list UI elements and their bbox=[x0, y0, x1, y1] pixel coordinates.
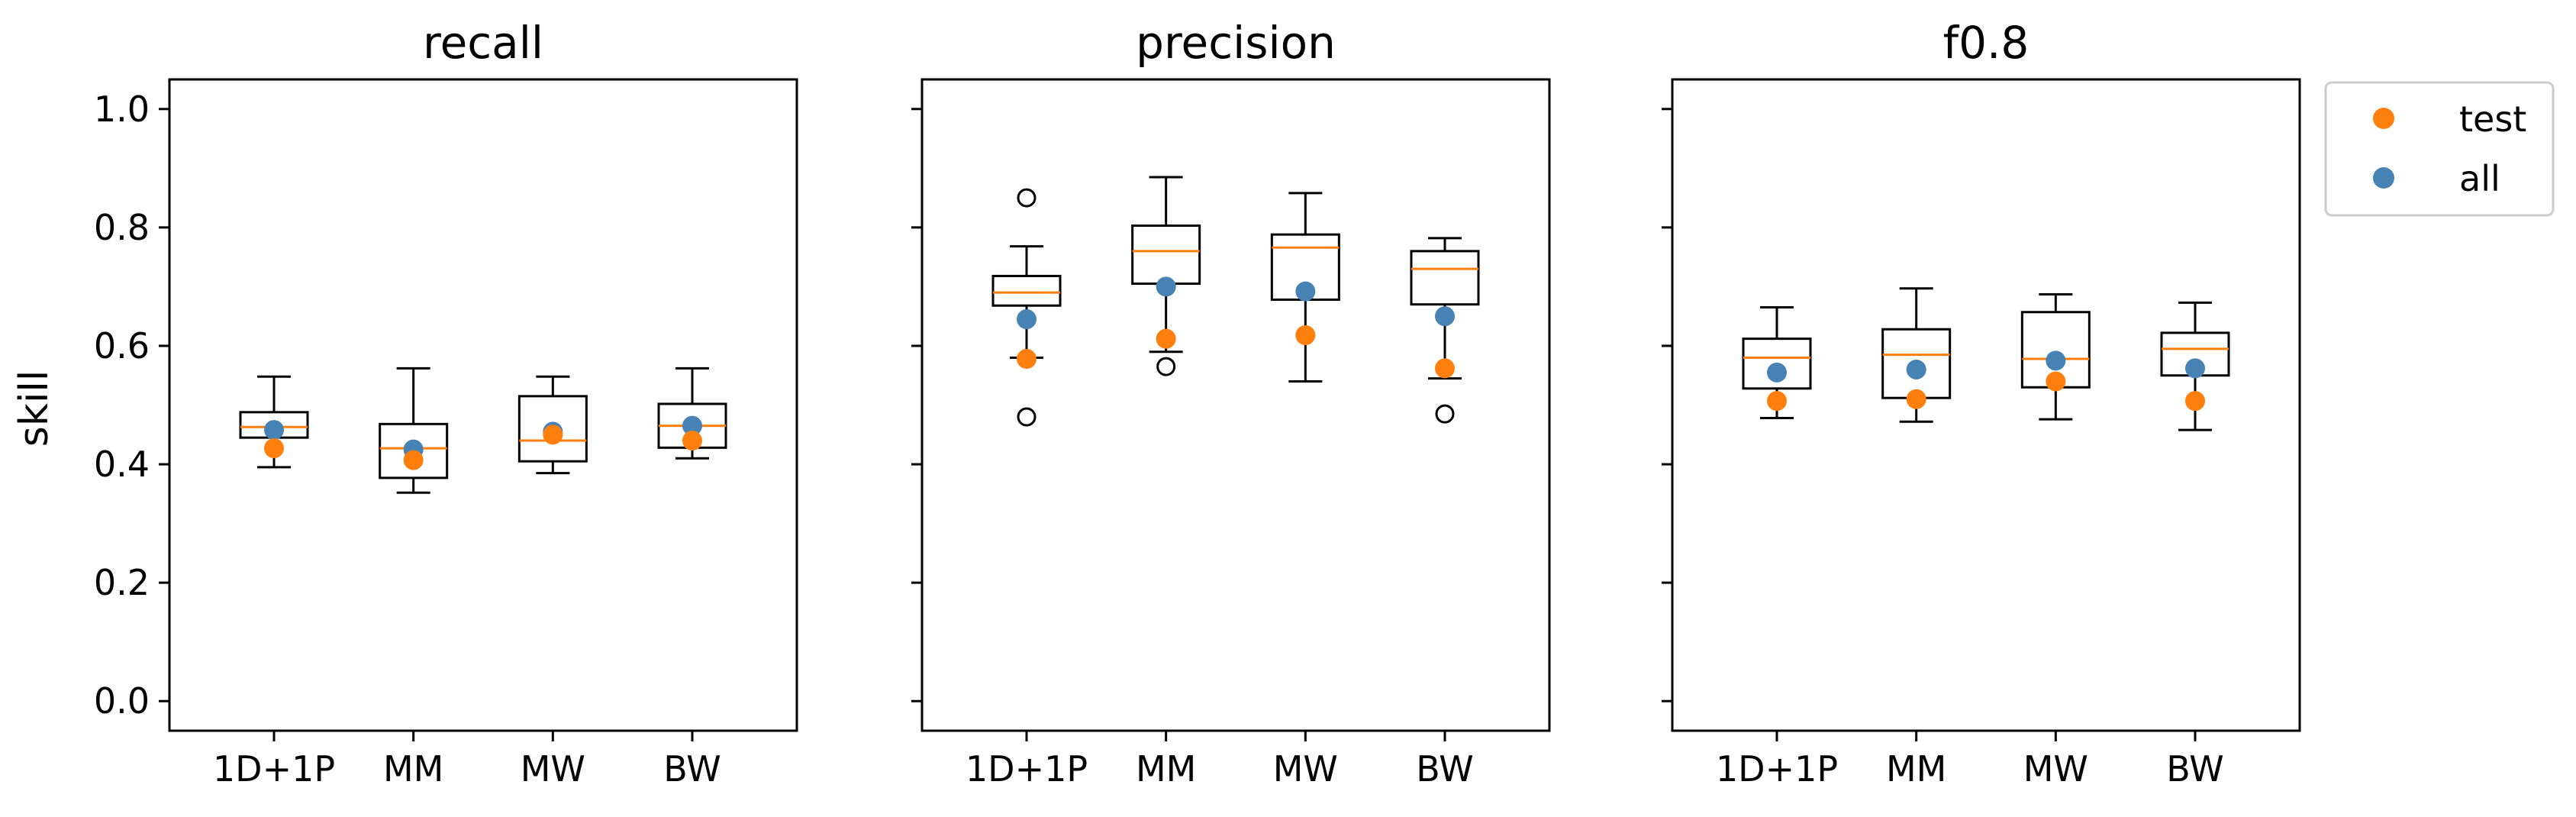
iqr-box bbox=[1131, 224, 1201, 286]
panel-2: precision 1D+1P MM MW BW bbox=[911, 17, 1551, 790]
y-tick-label: 0.0 bbox=[94, 680, 150, 722]
box-group: BW bbox=[1410, 237, 1480, 790]
x-tick-label: MW bbox=[1273, 748, 1338, 790]
box-group: BW bbox=[2160, 301, 2230, 790]
test-point bbox=[2046, 371, 2066, 392]
x-tick-label: BW bbox=[1416, 748, 1473, 790]
outlier-point bbox=[1017, 188, 1037, 208]
legend: test all bbox=[2324, 81, 2555, 217]
axes-frame bbox=[920, 78, 1551, 732]
axes-frame bbox=[168, 78, 798, 732]
panel-title: f0.8 bbox=[1943, 17, 2030, 69]
box-group: 1D+1P bbox=[1716, 306, 1838, 790]
outlier-point bbox=[1156, 357, 1176, 376]
test-point bbox=[2185, 391, 2205, 412]
outlier-point bbox=[1017, 407, 1037, 427]
axes-frame bbox=[1671, 78, 2301, 732]
box-group: BW bbox=[657, 367, 727, 790]
legend-all-label: all bbox=[2459, 158, 2500, 199]
legend-all-marker bbox=[2373, 167, 2394, 189]
test-point bbox=[403, 450, 424, 470]
x-tick-label: MW bbox=[521, 748, 585, 790]
box-group: MM bbox=[1131, 176, 1201, 790]
test-point bbox=[1767, 391, 1787, 412]
y-tick-label: 1.0 bbox=[94, 89, 150, 130]
test-point bbox=[543, 425, 563, 445]
test-point bbox=[1156, 328, 1176, 349]
box-group: 1D+1P bbox=[966, 188, 1088, 790]
test-point bbox=[1435, 358, 1455, 379]
all-point bbox=[2185, 358, 2205, 379]
all-point bbox=[1017, 309, 1037, 330]
all-point bbox=[682, 415, 702, 436]
iqr-box bbox=[517, 395, 588, 463]
x-tick-label: BW bbox=[2166, 748, 2223, 790]
x-tick-label: BW bbox=[663, 748, 721, 790]
iqr-box bbox=[379, 422, 449, 480]
y-axis-label: skill bbox=[11, 370, 57, 447]
panel-title: recall bbox=[423, 17, 543, 69]
x-tick-label: 1D+1P bbox=[213, 748, 335, 790]
test-point bbox=[1906, 389, 1926, 409]
box-group: 1D+1P bbox=[213, 375, 335, 790]
outlier-point bbox=[1435, 404, 1455, 424]
legend-test-label: test bbox=[2459, 98, 2526, 140]
iqr-box bbox=[1742, 337, 1812, 390]
iqr-box bbox=[991, 274, 1062, 307]
test-point bbox=[1017, 349, 1037, 370]
test-point bbox=[1295, 325, 1316, 345]
iqr-box bbox=[1410, 250, 1480, 306]
x-tick-label: 1D+1P bbox=[1716, 748, 1838, 790]
legend-test-marker bbox=[2373, 108, 2394, 129]
all-point bbox=[1767, 362, 1787, 383]
all-point bbox=[1435, 306, 1455, 327]
all-point bbox=[1906, 359, 1926, 379]
box-group: MM bbox=[1881, 287, 1952, 790]
panel-title: precision bbox=[1136, 17, 1336, 69]
all-point bbox=[264, 420, 284, 441]
box-group: MW bbox=[2020, 292, 2091, 790]
all-point bbox=[1156, 276, 1176, 297]
y-tick-label: 0.4 bbox=[94, 444, 150, 485]
box-group: MW bbox=[1270, 192, 1340, 790]
box-group: MW bbox=[517, 375, 588, 790]
y-tick-label: 0.6 bbox=[94, 325, 150, 367]
test-point bbox=[264, 438, 284, 459]
x-tick-label: MM bbox=[1886, 748, 1946, 790]
all-point bbox=[1295, 281, 1316, 302]
x-tick-label: MM bbox=[1136, 748, 1196, 790]
x-tick-label: 1D+1P bbox=[966, 748, 1088, 790]
all-point bbox=[2046, 350, 2066, 371]
y-tick-label: 0.8 bbox=[94, 207, 150, 248]
box-group: MM bbox=[379, 367, 449, 790]
x-tick-label: MW bbox=[2023, 748, 2088, 790]
panel-3: f0.8 1D+1P MM MW BW bbox=[1662, 17, 2301, 790]
y-tick-label: 0.2 bbox=[94, 562, 150, 603]
x-tick-label: MM bbox=[383, 748, 443, 790]
panel-1: recall 0.0 0.2 0.4 0.6 0.8 1.0 1D+1P MM MW BW bbox=[94, 17, 798, 790]
test-point bbox=[682, 431, 702, 451]
